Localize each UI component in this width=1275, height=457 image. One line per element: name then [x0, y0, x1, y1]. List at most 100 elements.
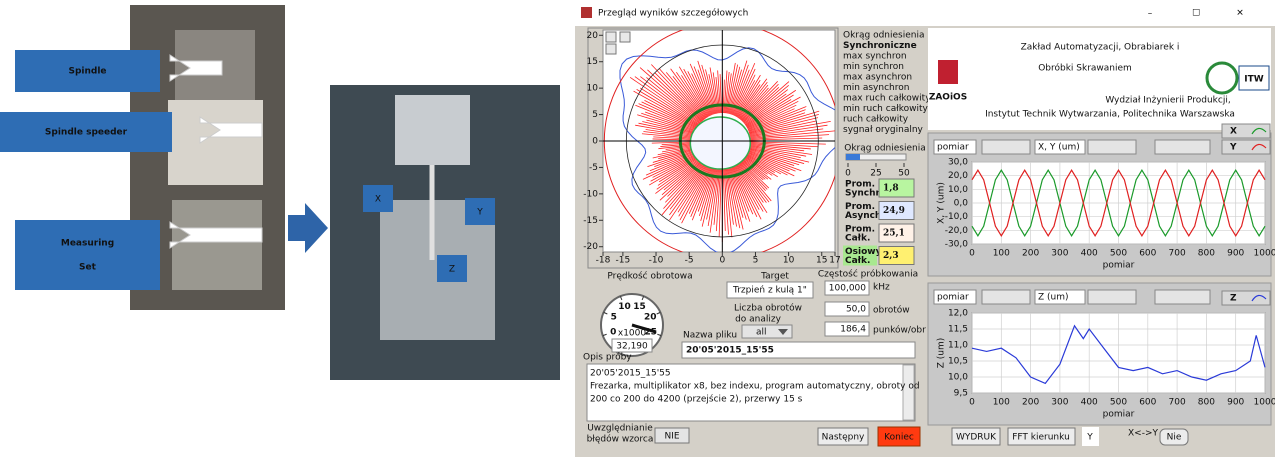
- x-tick-label: 100: [993, 249, 1010, 259]
- photo-label: Spindle speeder: [45, 128, 128, 138]
- logo-left: ZAOiOS: [929, 93, 967, 103]
- sampling-unit: kHz: [873, 283, 890, 293]
- window-title: Przegląd wyników szczegółowych: [598, 8, 748, 19]
- dial-tick-label: 20: [644, 312, 657, 322]
- photo-label: Measuring: [61, 239, 114, 249]
- axis-label: X: [375, 195, 381, 205]
- chart-toolbar[interactable]: [982, 140, 1030, 154]
- chart-tools[interactable]: [1155, 290, 1210, 304]
- description-line: 20'05'2015_15'55: [590, 369, 671, 379]
- points-value: 186,4: [840, 325, 866, 335]
- polar-x-tick-label: 0: [719, 256, 725, 266]
- chart-y-control[interactable]: Z (um): [1038, 293, 1069, 303]
- revolutions-label: do analizy: [735, 315, 782, 325]
- window-button[interactable]: ☐: [1192, 9, 1200, 19]
- legend-name: X: [1230, 127, 1237, 137]
- description-line: Frezarka, multiplikator x8, bez indexu, …: [590, 382, 920, 392]
- axis-label: Y: [476, 208, 483, 218]
- x-tick-label: 0: [969, 398, 975, 408]
- chart-x-control[interactable]: pomiar: [937, 143, 969, 153]
- fft-button-label[interactable]: FFT kierunku: [1012, 433, 1070, 443]
- target-label: Target: [760, 272, 789, 282]
- dial-tick-label: 5: [611, 312, 617, 322]
- revolutions-value[interactable]: 50,0: [846, 305, 866, 315]
- y-tick-label: -30,0: [945, 240, 969, 250]
- polar-legend-item[interactable]: max ruch całkowity: [843, 94, 931, 104]
- chart-toolbar[interactable]: [982, 290, 1030, 304]
- next-button-label[interactable]: Następny: [822, 433, 865, 443]
- filename-value[interactable]: 20'05'2015_15'55: [686, 346, 774, 356]
- polar-legend-item[interactable]: Okrąg odniesienia: [843, 31, 925, 41]
- polar-legend-item[interactable]: min synchron: [843, 62, 904, 72]
- fft-axis: Y: [1086, 433, 1093, 443]
- pattern-button-label[interactable]: NIE: [664, 432, 679, 442]
- hand-tool[interactable]: [606, 44, 616, 54]
- polar-sync: [690, 117, 750, 169]
- polar-legend-item[interactable]: Synchroniczne: [843, 41, 917, 51]
- y-tick-label: 11,5: [948, 325, 968, 335]
- logo-left-mark: [938, 60, 958, 84]
- axis-label: Z: [449, 265, 455, 275]
- polar-x-tick-label: 17: [829, 256, 840, 266]
- y-axis-label: X, Y (um): [937, 182, 947, 224]
- polar-legend-item[interactable]: sygnał oryginalny: [843, 125, 924, 135]
- chart-toolbar[interactable]: [1088, 290, 1136, 304]
- polar-y-tick-label: -15: [583, 216, 598, 226]
- polar-legend-item[interactable]: ruch całkowity: [843, 115, 909, 125]
- x-tick-label: 300: [1051, 398, 1068, 408]
- logo-right-seal: [1207, 63, 1237, 93]
- target-value[interactable]: Trzpień z kulą 1": [732, 286, 807, 296]
- sampling-value[interactable]: 100,000: [829, 284, 866, 294]
- speed-label: Prędkość obrotowa: [607, 271, 692, 282]
- polar-y-tick-label: 5: [592, 110, 598, 120]
- x-tick-label: 500: [1110, 249, 1127, 259]
- pattern-label: błędów wzorca: [587, 434, 654, 445]
- x-axis-label: pomiar: [1103, 410, 1135, 420]
- header-subtitle: Instytut Technik Wytwarzania, Politechni…: [985, 110, 1235, 120]
- polar-legend-item[interactable]: max synchron: [843, 52, 907, 62]
- zoom-tool[interactable]: [606, 32, 616, 42]
- description-scrollbar[interactable]: [903, 365, 914, 420]
- x-tick-label: 400: [1081, 249, 1098, 259]
- revolutions-unit: obrotów: [873, 305, 910, 316]
- x-tick-label: 900: [1227, 398, 1244, 408]
- polar-legend-item[interactable]: min asynchron: [843, 83, 909, 93]
- slider-fill: [846, 154, 860, 160]
- chart-y-control[interactable]: X, Y (um): [1038, 143, 1080, 153]
- dial-tick-label: 15: [633, 302, 646, 312]
- dial-tick-label: 10: [618, 302, 631, 312]
- swap-button-label[interactable]: Nie: [1167, 433, 1182, 443]
- polar-y-tick-label: 10: [587, 84, 599, 94]
- polar-x-tick-label: -18: [596, 256, 611, 266]
- y-tick-label: 0,0: [954, 199, 969, 209]
- polar-x-tick-label: -15: [616, 256, 631, 266]
- chart-toolbar[interactable]: [1088, 140, 1136, 154]
- end-button-label[interactable]: Koniec: [884, 433, 914, 443]
- polar-x-tick-label: 5: [753, 256, 759, 266]
- header-subtitle: Wydział Inżynierii Produkcji,: [1105, 96, 1230, 106]
- print-button-label[interactable]: WYDRUK: [956, 433, 997, 443]
- chart-x-control[interactable]: pomiar: [937, 293, 969, 303]
- x-tick-label: 400: [1081, 398, 1098, 408]
- y-tick-label: 10,5: [948, 357, 968, 367]
- window-button[interactable]: –: [1148, 9, 1153, 19]
- description-label: Opis próby: [583, 352, 632, 363]
- dial-multiplier: x1000: [618, 329, 647, 339]
- polar-legend-item[interactable]: max asynchron: [843, 73, 912, 83]
- readout-label: Całk.: [845, 234, 870, 244]
- chart-tools[interactable]: [1155, 140, 1210, 154]
- x-tick-label: 200: [1022, 249, 1039, 259]
- pan-tool[interactable]: [620, 32, 630, 42]
- window-button[interactable]: ✕: [1236, 9, 1244, 19]
- logo-right: ITW: [1244, 75, 1263, 85]
- polar-legend-item[interactable]: min ruch całkowity: [843, 104, 929, 114]
- polar-y-tick-label: 15: [587, 57, 598, 67]
- readout-value: 2,3: [883, 251, 899, 261]
- dial-tick-label: 0: [610, 327, 616, 337]
- revolutions-select-value[interactable]: all: [756, 328, 767, 338]
- x-tick-label: 700: [1169, 398, 1186, 408]
- polar-y-tick-label: 20: [587, 31, 599, 41]
- readout-value: 24,9: [883, 206, 905, 216]
- y-tick-label: -10,0: [945, 212, 969, 222]
- y-tick-label: 11,0: [948, 341, 968, 351]
